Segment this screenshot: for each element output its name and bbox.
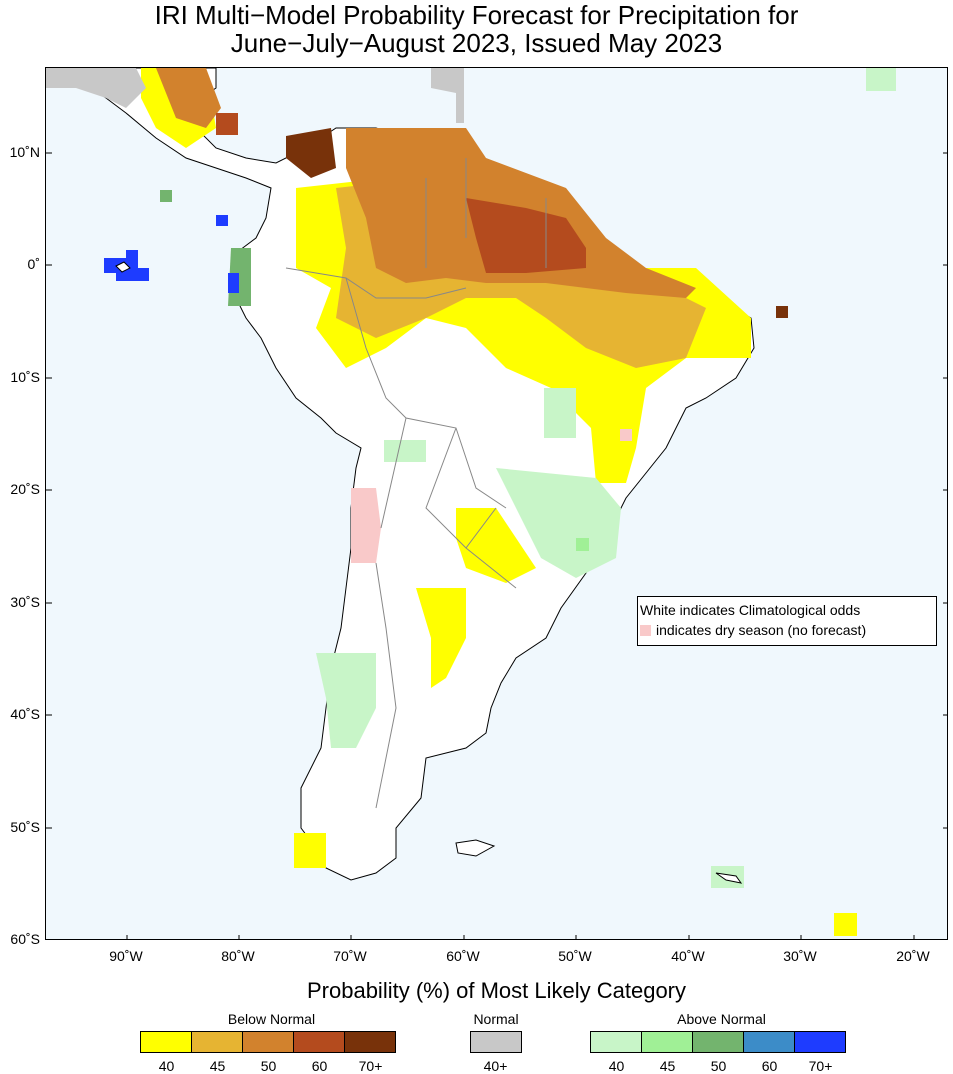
below-normal-40-region (416, 588, 466, 688)
legend-swatch (242, 1031, 294, 1053)
legend-swatch (743, 1031, 795, 1053)
map-frame (45, 67, 948, 940)
below-normal-60-region (466, 198, 586, 273)
above-normal-70-region (228, 273, 239, 293)
lon-label: 20˚W (896, 948, 930, 964)
legend-tick: 70+ (358, 1058, 383, 1074)
normal-swatches (470, 1031, 522, 1053)
lon-label: 30˚W (783, 948, 817, 964)
below-normal-40-region (456, 508, 536, 583)
legend-swatch (692, 1031, 744, 1053)
above-normal-45-region (576, 538, 589, 551)
above-normal-40-region (384, 440, 426, 462)
lon-label: 40˚W (671, 948, 705, 964)
below-normal-ticks: 40 45 50 60 70+ (141, 1058, 396, 1074)
south-georgia-island (715, 872, 743, 884)
legend-swatch (191, 1031, 243, 1053)
normal-label: Normal (473, 1011, 519, 1027)
map-canvas (46, 68, 947, 939)
below-normal-swatches (140, 1031, 396, 1053)
falkland-islands (455, 839, 496, 857)
below-normal-40-region (834, 913, 857, 936)
legend-tick: 60 (311, 1058, 328, 1074)
legend-swatch (641, 1031, 693, 1053)
normal-region (46, 68, 146, 108)
lon-label: 60˚W (446, 948, 480, 964)
legend-tick: 45 (209, 1058, 226, 1074)
legend-tick: 50 (710, 1058, 727, 1074)
legend-swatch (140, 1031, 192, 1053)
legend-swatch (293, 1031, 345, 1053)
legend-tick: 50 (260, 1058, 277, 1074)
lat-label: 10˚S (10, 369, 40, 385)
above-normal-50-region (160, 190, 172, 202)
above-normal-label: Above Normal (677, 1011, 766, 1027)
lat-label: 50˚S (10, 819, 40, 835)
lat-label: 10˚N (9, 144, 40, 160)
map-title-line1: IRI Multi−Model Probability Forecast for… (154, 0, 799, 30)
below-normal-60-region (216, 113, 238, 135)
normal-ticks: 40+ (470, 1058, 521, 1074)
lon-label: 50˚W (558, 948, 592, 964)
lon-label: 80˚W (221, 948, 255, 964)
below-normal-label: Below Normal (227, 1011, 316, 1027)
below-normal-70-region (776, 306, 788, 318)
galapagos-islands (115, 261, 131, 273)
normal-region (431, 68, 464, 123)
above-normal-70-region (216, 215, 228, 226)
map-title-line2: June−July−August 2023, Issued May 2023 (230, 28, 723, 58)
lat-label: 30˚S (10, 594, 40, 610)
legend-title: Probability (%) of Most Likely Category (306, 978, 687, 1003)
legend-tick: 60 (761, 1058, 778, 1074)
climatology-note-line1: White indicates Climatological odds (640, 602, 861, 618)
climatology-note-box: White indicates Climatological odds indi… (637, 596, 937, 646)
below-normal-50-region (156, 68, 221, 128)
legend-swatch (590, 1031, 642, 1053)
above-normal-swatches (590, 1031, 846, 1053)
lon-label: 90˚W (109, 948, 143, 964)
lat-label: 0˚ (27, 256, 40, 272)
below-normal-40-region (294, 833, 326, 868)
above-normal-ticks: 40 45 50 60 70+ (591, 1058, 846, 1074)
lon-label: 70˚W (333, 948, 367, 964)
country-borders (285, 158, 547, 809)
legend-tick: 45 (659, 1058, 676, 1074)
legend-tick: 70+ (808, 1058, 833, 1074)
dry-season-region (351, 488, 381, 563)
dry-season-swatch (640, 625, 651, 636)
dry-season-region (620, 429, 632, 441)
above-normal-40-region (544, 388, 576, 438)
above-normal-40-region (316, 653, 376, 748)
map-ticks (46, 152, 947, 939)
dry-season-note-text: indicates dry season (no forecast) (656, 622, 867, 638)
lat-label: 20˚S (10, 481, 40, 497)
legend-tick: 40+ (483, 1058, 508, 1074)
lat-label: 40˚S (10, 706, 40, 722)
legend-swatch (794, 1031, 846, 1053)
lat-label: 60˚S (10, 931, 40, 947)
below-normal-70-region (286, 128, 336, 178)
above-normal-40-region (496, 468, 621, 578)
legend-swatch (470, 1031, 522, 1053)
above-normal-40-region (866, 68, 896, 91)
legend-swatch (344, 1031, 396, 1053)
dry-season-note-line: indicates dry season (no forecast) (640, 620, 936, 640)
legend-tick: 40 (158, 1058, 175, 1074)
legend-tick: 40 (608, 1058, 625, 1074)
